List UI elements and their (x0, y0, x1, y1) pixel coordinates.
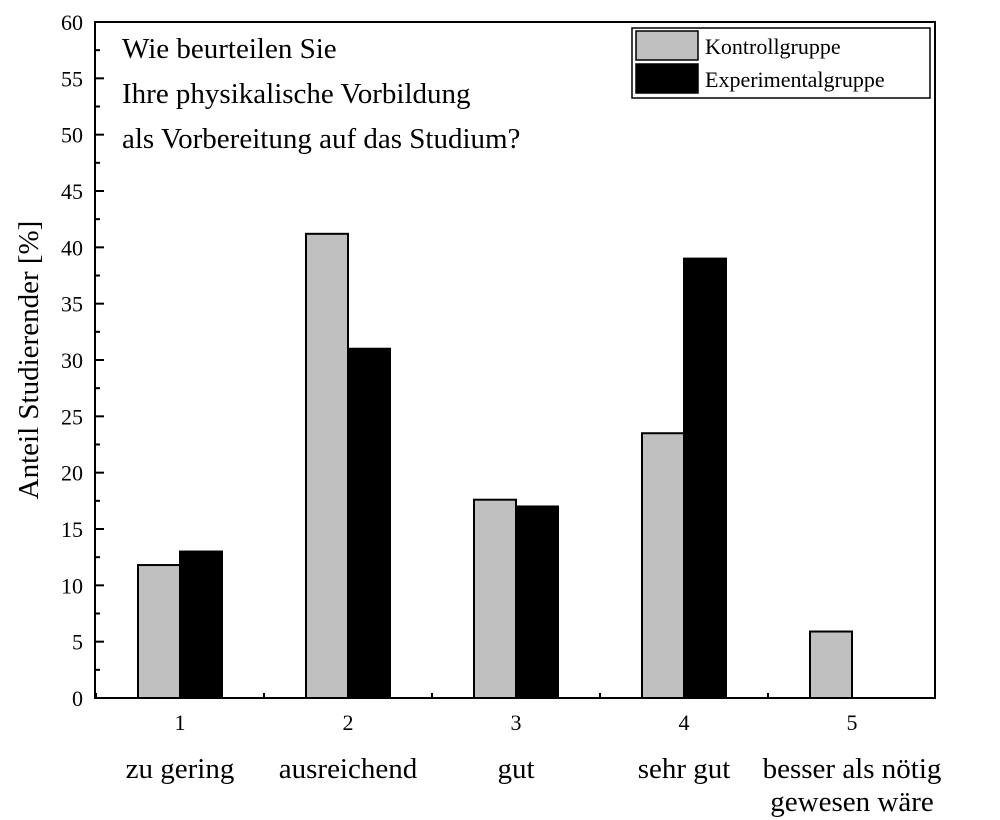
bar-kontrollgruppe (641, 432, 685, 699)
y-tick-label: 55 (61, 66, 83, 91)
y-tick-label: 45 (61, 179, 83, 204)
y-axis-label: Anteil Studierender [%] (13, 221, 45, 500)
category-label: gut (497, 753, 534, 785)
y-tick-label: 25 (61, 404, 83, 429)
legend: Kontrollgruppe Experimentalgruppe (631, 27, 931, 99)
bar-kontrollgruppe (305, 232, 349, 700)
category-label: ausreichend (279, 753, 418, 785)
y-tick-label: 0 (72, 686, 83, 711)
legend-swatch (635, 30, 699, 61)
x-tick-label: 3 (511, 710, 522, 735)
y-tick-label: 20 (61, 461, 83, 486)
x-tick-label: 1 (175, 710, 186, 735)
x-tick-label: 4 (679, 710, 690, 735)
legend-label: Kontrollgruppe (705, 34, 841, 59)
category-label: besser als nötig (763, 753, 942, 785)
bar-kontrollgruppe (809, 630, 853, 700)
y-tick-label: 15 (61, 517, 83, 542)
x-tick-label: 5 (847, 710, 858, 735)
bar-experimentalgruppe (683, 257, 727, 699)
y-tick-label: 5 (72, 630, 83, 655)
x-tick-label: 2 (343, 710, 354, 735)
y-tick-label: 30 (61, 348, 83, 373)
category-label: gewesen wäre (770, 786, 933, 818)
y-tick-label: 40 (61, 235, 83, 260)
bar-kontrollgruppe (137, 564, 181, 700)
y-tick-label: 60 (61, 10, 83, 35)
y-tick-label: 35 (61, 292, 83, 317)
question-text: als Vorbereitung auf das Studium? (122, 123, 520, 155)
category-label: zu gering (126, 753, 235, 785)
category-label: sehr gut (638, 753, 731, 785)
bar-experimentalgruppe (347, 347, 391, 699)
question-text: Wie beurteilen Sie (122, 33, 337, 65)
y-tick-label: 50 (61, 123, 83, 148)
y-tick-label: 10 (61, 573, 83, 598)
question-text: Ihre physikalische Vorbildung (122, 78, 471, 110)
legend-swatch (635, 63, 699, 94)
plot-frame (94, 21, 936, 699)
bar-experimentalgruppe (179, 550, 223, 699)
legend-label: Experimentalgruppe (705, 67, 885, 92)
bar-experimentalgruppe (515, 505, 559, 700)
bar-kontrollgruppe (473, 498, 517, 699)
